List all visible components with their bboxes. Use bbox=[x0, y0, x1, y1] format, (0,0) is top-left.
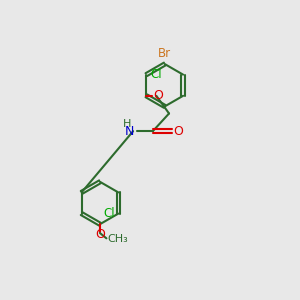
Text: O: O bbox=[95, 228, 105, 241]
Text: Cl: Cl bbox=[103, 207, 115, 220]
Text: Cl: Cl bbox=[150, 68, 161, 81]
Text: CH₃: CH₃ bbox=[107, 234, 128, 244]
Text: O: O bbox=[173, 125, 183, 138]
Text: Br: Br bbox=[158, 47, 171, 61]
Text: H: H bbox=[123, 119, 131, 129]
Text: N: N bbox=[124, 125, 134, 138]
Text: O: O bbox=[153, 89, 163, 102]
